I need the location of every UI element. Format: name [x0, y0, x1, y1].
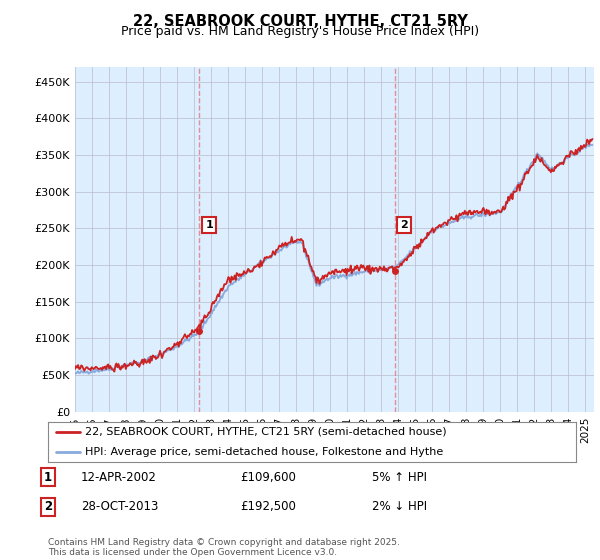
Text: 1: 1 [44, 470, 52, 484]
Text: 2: 2 [44, 500, 52, 514]
Text: 22, SEABROOK COURT, HYTHE, CT21 5RY (semi-detached house): 22, SEABROOK COURT, HYTHE, CT21 5RY (sem… [85, 427, 446, 437]
Text: £109,600: £109,600 [240, 470, 296, 484]
Text: 12-APR-2002: 12-APR-2002 [81, 470, 157, 484]
Text: Contains HM Land Registry data © Crown copyright and database right 2025.
This d: Contains HM Land Registry data © Crown c… [48, 538, 400, 557]
Text: HPI: Average price, semi-detached house, Folkestone and Hythe: HPI: Average price, semi-detached house,… [85, 447, 443, 457]
Text: 1: 1 [205, 220, 213, 230]
Text: 5% ↑ HPI: 5% ↑ HPI [372, 470, 427, 484]
Text: 22, SEABROOK COURT, HYTHE, CT21 5RY: 22, SEABROOK COURT, HYTHE, CT21 5RY [133, 14, 467, 29]
Text: 28-OCT-2013: 28-OCT-2013 [81, 500, 158, 514]
Text: Price paid vs. HM Land Registry's House Price Index (HPI): Price paid vs. HM Land Registry's House … [121, 25, 479, 38]
Text: 2% ↓ HPI: 2% ↓ HPI [372, 500, 427, 514]
Text: £192,500: £192,500 [240, 500, 296, 514]
Text: 2: 2 [400, 220, 408, 230]
